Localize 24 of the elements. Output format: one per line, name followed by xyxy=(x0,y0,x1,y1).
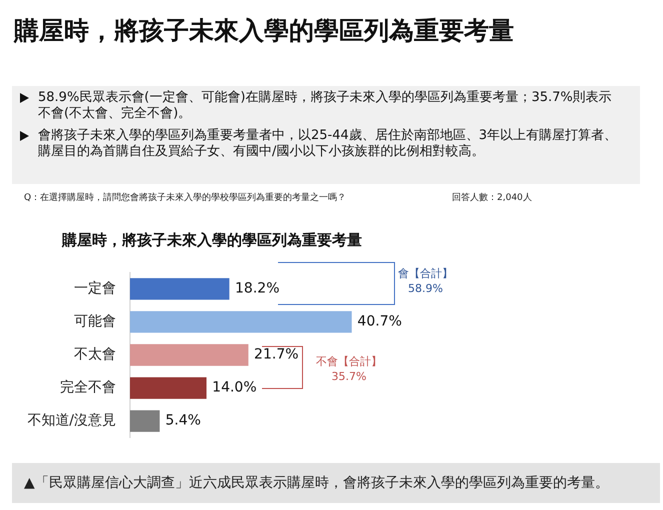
text: 58.9%民眾表示會(一定會、可能會)在購屋時，將孩子未來入學的學區列為重要考量；35.7%則表示不會(不太會、完全不會)。 xyxy=(38,90,613,122)
chart-subtitle: 購屋時，將孩子未來入學的學區列為重要考量 xyxy=(62,231,362,250)
text: 會【合計】 58.9% xyxy=(398,266,453,296)
chart-title: 購屋時，將孩子未來入學的學區列為重要考量 xyxy=(14,15,514,47)
y-tick-label: 可能會 xyxy=(74,314,116,330)
annotation: 不會【合計】 35.7% xyxy=(316,354,382,384)
bar xyxy=(130,410,160,432)
data-label: 14.0% xyxy=(212,380,257,396)
bar xyxy=(130,377,206,399)
data-label: 40.7% xyxy=(357,314,402,330)
bar xyxy=(130,344,248,366)
bar xyxy=(130,311,352,333)
data-label: 5.4% xyxy=(165,412,201,429)
text: 回答人數：2,040人 xyxy=(452,192,532,204)
text: ▲「民眾購屋信心大調查」近六成民眾表示購屋時，會將孩子未來入學的學區列為重要的考量。 xyxy=(24,474,609,492)
y-tick-label: 一定會 xyxy=(74,280,116,297)
bar xyxy=(130,278,230,300)
text: 會將孩子未來入學的學區列為重要考量者中，以25-44歲、居住於南部地區、3年以上有購屋打算者、購屋目的為首購自住及買給子女、有國中/國小以下小孩族群的比例相對較高。 xyxy=(38,128,618,160)
y-tick-label: 完全不會 xyxy=(60,380,116,396)
y-tick-label: 不知道/沒意見 xyxy=(27,412,116,429)
data-label: 18.2% xyxy=(235,280,280,297)
y-tick-label: 不太會 xyxy=(74,346,116,363)
data-label: 21.7% xyxy=(254,346,299,363)
text: Q：在選擇購屋時，請問您會將孩子未來入學的學校學區列為重要的考量之一嗎？ xyxy=(24,192,346,204)
